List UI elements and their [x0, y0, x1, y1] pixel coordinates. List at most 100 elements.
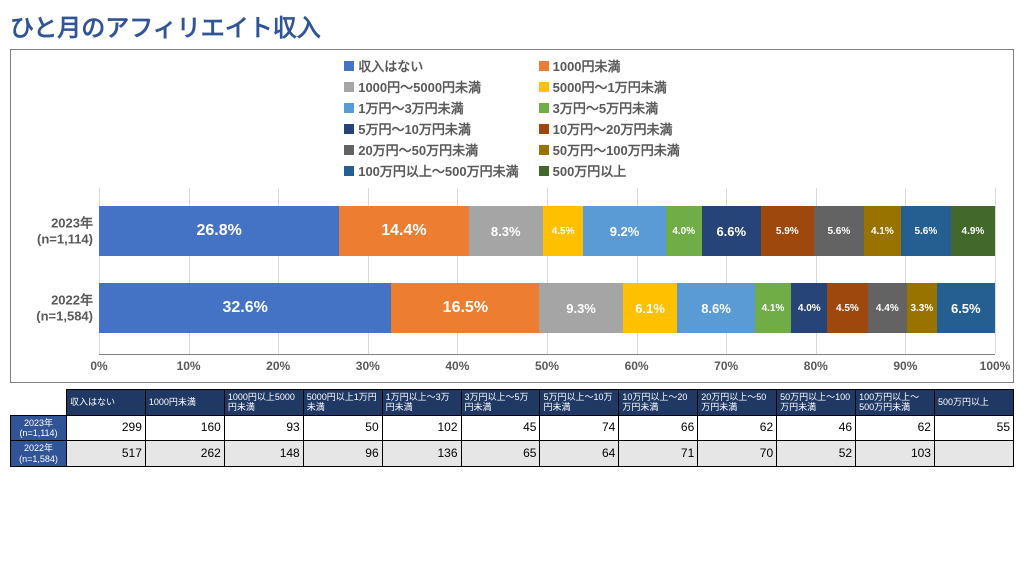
bar-segment: 32.6%: [99, 283, 391, 333]
legend-swatch: [539, 82, 549, 92]
bar-segment: 8.6%: [677, 283, 754, 333]
bar-segment: 9.2%: [583, 206, 666, 256]
y-axis-label: 2022年(n=1,584): [19, 292, 99, 323]
bar-segment: 4.1%: [755, 283, 792, 333]
legend-swatch: [539, 61, 549, 71]
legend-swatch: [344, 103, 354, 113]
legend-item: 100万円以上～500万円未満: [344, 161, 518, 180]
legend-swatch: [539, 124, 549, 134]
table-cell: 50: [303, 415, 382, 441]
legend-label: 100万円以上～500万円未満: [358, 161, 518, 180]
x-tick-label: 70%: [714, 359, 738, 373]
legend-swatch: [539, 145, 549, 155]
plot-area: 2023年(n=1,114)26.8%14.4%8.3%4.5%9.2%4.0%…: [99, 188, 995, 378]
plot-grid: 2023年(n=1,114)26.8%14.4%8.3%4.5%9.2%4.0%…: [99, 188, 995, 354]
legend-label: 1000円未満: [553, 56, 621, 75]
table-row-header: 2023年(n=1,114): [11, 415, 67, 441]
table-column-header: 3万円以上～5万円未満: [461, 390, 540, 416]
table-cell: 93: [224, 415, 303, 441]
bar-segment: 5.6%: [814, 206, 864, 256]
table-cell: 71: [619, 441, 698, 467]
table-cell: [934, 441, 1013, 467]
table-cell: 96: [303, 441, 382, 467]
table-cell: 65: [461, 441, 540, 467]
table-corner: [11, 390, 67, 416]
table-cell: 45: [461, 415, 540, 441]
x-tick-label: 60%: [625, 359, 649, 373]
x-tick-label: 10%: [177, 359, 201, 373]
legend-label: 50万円～100万円未満: [553, 140, 680, 159]
bar-row: 2023年(n=1,114)26.8%14.4%8.3%4.5%9.2%4.0%…: [99, 206, 995, 256]
table-cell: 299: [67, 415, 146, 441]
legend-item: 5000円～1万円未満: [539, 77, 680, 96]
legend-label: 1000円～5000円未満: [358, 77, 481, 96]
table-header-row: 収入はない1000円未満1000円以上5000円未満5000円以上1万円未満1万…: [11, 390, 1014, 416]
table-cell: 62: [698, 415, 777, 441]
table-column-header: 100万円以上～500万円未満: [856, 390, 935, 416]
legend-label: 20万円～50万円未満: [358, 140, 478, 159]
bar-row: 2022年(n=1,584)32.6%16.5%9.3%6.1%8.6%4.1%…: [99, 283, 995, 333]
legend-label: 500万円以上: [553, 161, 627, 180]
legend-swatch: [539, 103, 549, 113]
table-cell: 148: [224, 441, 303, 467]
table-row-header: 2022年(n=1,584): [11, 441, 67, 467]
bar-segment: 5.9%: [761, 206, 814, 256]
x-tick-label: 40%: [445, 359, 469, 373]
table-column-header: 500万円以上: [934, 390, 1013, 416]
table-cell: 62: [856, 415, 935, 441]
legend-item: 500万円以上: [539, 161, 680, 180]
table-row: 2022年(n=1,584)51726214896136656471705210…: [11, 441, 1014, 467]
table-body: 2023年(n=1,114)29916093501024574666246625…: [11, 415, 1014, 466]
table-column-header: 1000円未満: [145, 390, 224, 416]
bar-segment: 4.5%: [543, 206, 583, 256]
table-cell: 64: [540, 441, 619, 467]
legend-swatch: [344, 124, 354, 134]
legend-item: 10万円～20万円未満: [539, 119, 680, 138]
legend-item: 1000円未満: [539, 56, 680, 75]
table-cell: 74: [540, 415, 619, 441]
bar-segment: 16.5%: [391, 283, 539, 333]
bar-segment: 5.6%: [901, 206, 951, 256]
chart-container: 収入はない 1000円未満 1000円～5000円未満 5000円～1万円未満 1万円～…: [10, 49, 1014, 383]
legend-item: 20万円～50万円未満: [344, 140, 518, 159]
bar-segment: 3.3%: [907, 283, 937, 333]
x-tick-label: 100%: [980, 359, 1011, 373]
bar-segment: 6.5%: [937, 283, 995, 333]
bar-segment: 4.1%: [864, 206, 901, 256]
x-tick-label: 20%: [266, 359, 290, 373]
x-tick-label: 30%: [356, 359, 380, 373]
bar-segment: 6.1%: [623, 283, 678, 333]
bar-segment: 4.5%: [827, 283, 867, 333]
table-column-header: 5000円以上1万円未満: [303, 390, 382, 416]
table-row: 2023年(n=1,114)29916093501024574666246625…: [11, 415, 1014, 441]
bar-segment: 26.8%: [99, 206, 339, 256]
legend-swatch: [344, 61, 354, 71]
bar-segment: 4.4%: [868, 283, 907, 333]
table-cell: 102: [382, 415, 461, 441]
table-cell: 66: [619, 415, 698, 441]
table-column-header: 収入はない: [67, 390, 146, 416]
legend-swatch: [344, 166, 354, 176]
bar-segment: 4.0%: [791, 283, 827, 333]
grid-line: [995, 188, 996, 354]
legend-label: 5000円～1万円未満: [553, 77, 667, 96]
x-tick-label: 50%: [535, 359, 559, 373]
x-tick-label: 0%: [90, 359, 107, 373]
data-table-container: 収入はない1000円未満1000円以上5000円未満5000円以上1万円未満1万…: [10, 389, 1014, 467]
bar-segment: 4.9%: [951, 206, 995, 256]
x-axis: 0%10%20%30%40%50%60%70%80%90%100%: [99, 354, 995, 378]
table-cell: 70: [698, 441, 777, 467]
legend-label: 5万円～10万円未満: [358, 119, 471, 138]
bar-segment: 8.3%: [469, 206, 543, 256]
legend-label: 10万円～20万円未満: [553, 119, 673, 138]
y-axis-label: 2023年(n=1,114): [19, 215, 99, 246]
table-cell: 46: [777, 415, 856, 441]
legend-swatch: [344, 82, 354, 92]
legend-item: 1万円～3万円未満: [344, 98, 518, 117]
table-column-header: 5万円以上～10万円未満: [540, 390, 619, 416]
data-table: 収入はない1000円未満1000円以上5000円未満5000円以上1万円未満1万…: [10, 389, 1014, 467]
table-column-header: 10万円以上～20万円未満: [619, 390, 698, 416]
bar-segment: 9.3%: [539, 283, 622, 333]
table-column-header: 1000円以上5000円未満: [224, 390, 303, 416]
legend-item: 収入はない: [344, 56, 518, 75]
